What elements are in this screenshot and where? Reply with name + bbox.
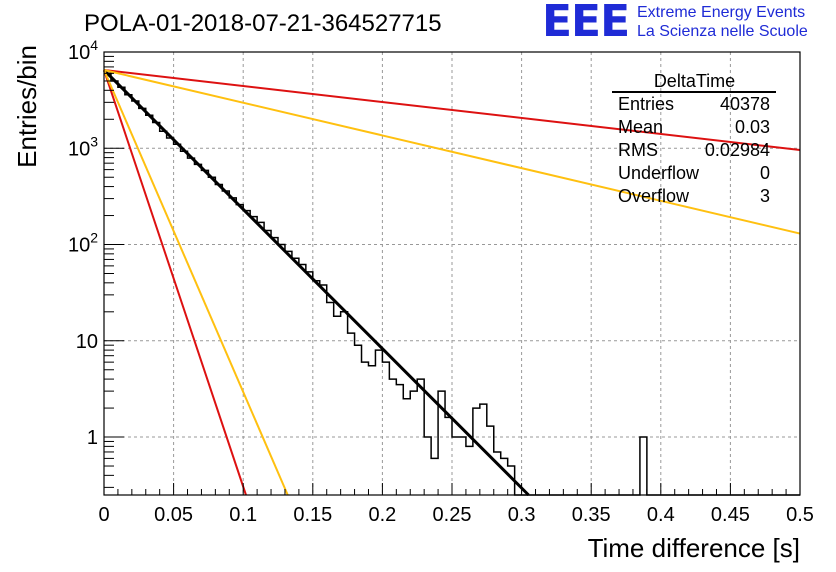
- x-tick-label: 0.3: [508, 504, 536, 526]
- stats-row-label: RMS: [618, 140, 658, 160]
- stats-row-value: 0.03: [735, 117, 770, 137]
- x-tick-label: 0.15: [293, 504, 332, 526]
- y-tick-label: 10: [76, 331, 98, 353]
- stats-title: DeltaTime: [654, 71, 735, 91]
- eee-logo: EEE: [542, 0, 630, 47]
- x-tick-label: 0.25: [433, 504, 472, 526]
- x-tick-label: 0.1: [229, 504, 257, 526]
- fit-line-5: [103, 69, 801, 235]
- x-tick-label: 0.4: [647, 504, 675, 526]
- logo-line-2: La Scienza nelle Scuole: [637, 23, 808, 40]
- x-tick-label: 0.2: [368, 504, 396, 526]
- stats-row-value: 3: [760, 186, 770, 206]
- stats-row-value: 0.02984: [705, 140, 770, 160]
- stats-row-value: 40378: [720, 94, 770, 114]
- y-tick-label: 1: [87, 427, 98, 449]
- stats-row-value: 0: [760, 163, 770, 183]
- y-tick-label: 104: [68, 37, 98, 64]
- y-tick-label: 103: [68, 133, 98, 160]
- fit-line-1: [102, 68, 530, 497]
- chart-title: POLA-01-2018-07-21-364527715: [84, 10, 442, 37]
- stats-row-label: Entries: [618, 94, 674, 114]
- x-tick-label: 0.05: [154, 504, 193, 526]
- axes-layer: 0 0.05 0.1 0.15 0.2 0.25 0.3 0.35 0.4 0.45 0.5 1 10 1…: [12, 37, 814, 563]
- fit-line-3: [103, 69, 289, 496]
- x-tick-label: 0.35: [572, 504, 611, 526]
- x-tick-label: 0.5: [786, 504, 814, 526]
- y-tick-label: 102: [68, 230, 98, 257]
- fit-line-4: [103, 69, 801, 151]
- stats-row-label: Mean: [618, 117, 663, 137]
- stats-row-label: Underflow: [618, 163, 700, 183]
- x-axis-label: Time difference [s]: [588, 533, 800, 563]
- logo-line-1: Extreme Energy Events: [637, 4, 806, 21]
- fit-line-2: [103, 69, 247, 496]
- x-tick-label: 0.45: [711, 504, 750, 526]
- stats-box: DeltaTime Entries 40378 Mean 0.03 RMS 0.02984U…: [612, 71, 776, 206]
- stats-row-label: Overflow: [618, 186, 690, 206]
- fit-lines-layer: [102, 68, 801, 497]
- y-axis-label: Entries/bin: [12, 45, 42, 168]
- x-tick-label: 0: [98, 504, 109, 526]
